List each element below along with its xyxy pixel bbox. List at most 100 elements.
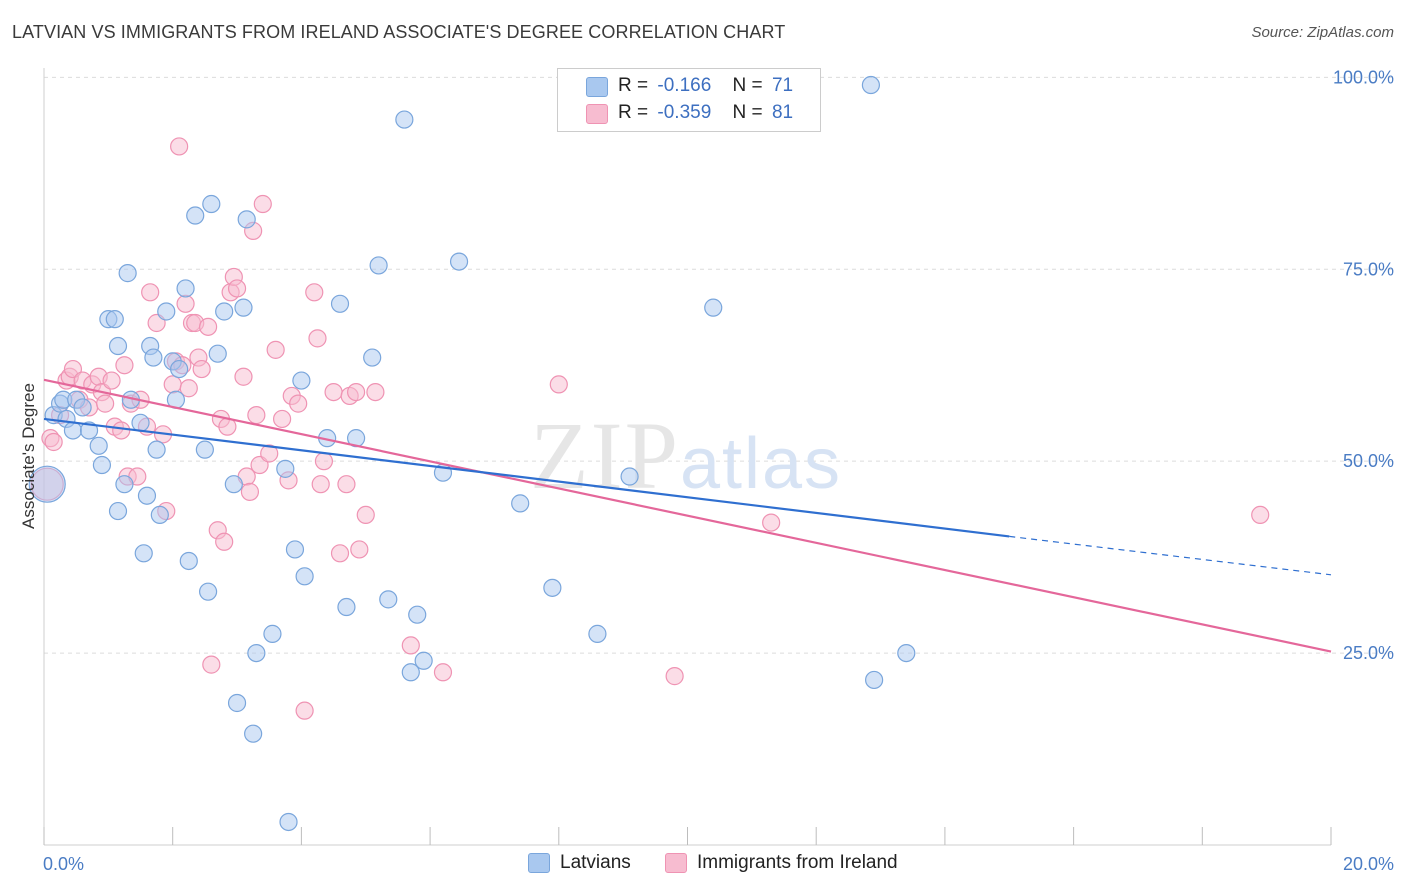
point-latvians xyxy=(115,475,134,494)
point-ireland xyxy=(141,283,160,302)
grid-lines xyxy=(44,76,1394,654)
point-latvians xyxy=(237,210,256,229)
point-latvians xyxy=(244,724,263,743)
point-ireland xyxy=(272,409,292,429)
trend-line-ireland xyxy=(43,378,1332,653)
point-ireland xyxy=(202,655,221,674)
legend-swatch-latvians xyxy=(528,853,550,873)
point-ireland xyxy=(665,667,684,686)
point-ireland xyxy=(170,137,189,156)
point-latvians xyxy=(379,590,398,609)
point-latvians xyxy=(108,501,128,521)
point-ireland xyxy=(102,371,121,390)
point-latvians xyxy=(449,252,469,271)
trend-line-latvians xyxy=(43,417,1010,538)
point-ireland xyxy=(314,452,334,471)
point-latvians xyxy=(150,505,169,525)
y-axis-label: Associate's Degree xyxy=(19,383,38,529)
x-tick-label-min: 0.0% xyxy=(43,854,84,874)
point-latvians xyxy=(134,544,153,563)
point-latvians xyxy=(588,624,607,643)
point-latvians xyxy=(186,206,205,225)
point-latvians xyxy=(118,264,137,283)
point-ireland xyxy=(260,444,279,463)
chart-title: LATVIAN VS IMMIGRANTS FROM IRELAND ASSOC… xyxy=(12,22,786,42)
point-ireland xyxy=(1251,505,1270,525)
point-ireland xyxy=(356,505,375,525)
point-latvians xyxy=(620,467,639,486)
y-tick-label: 25.0% xyxy=(1343,643,1394,663)
point-latvians xyxy=(295,567,314,586)
point-latvians xyxy=(108,336,128,356)
source-label: Source: ZipAtlas.com xyxy=(1251,24,1394,41)
point-latvians xyxy=(865,670,884,690)
point-latvians xyxy=(215,302,234,321)
axes xyxy=(43,68,1332,846)
point-latvians xyxy=(247,643,266,663)
point-ireland xyxy=(266,340,285,359)
point-ireland xyxy=(112,421,131,440)
point-ireland xyxy=(433,663,453,682)
legend-r-label: R = xyxy=(618,102,649,123)
point-ireland xyxy=(44,432,63,452)
point-latvians xyxy=(131,413,150,432)
point-latvians xyxy=(92,455,112,475)
legend-swatch-ireland xyxy=(665,853,687,873)
point-ireland xyxy=(366,382,385,402)
point-latvians xyxy=(144,348,163,367)
point-latvians xyxy=(704,298,723,317)
point-latvians xyxy=(363,348,382,367)
point-ireland xyxy=(330,544,350,563)
point-ireland xyxy=(253,194,272,214)
point-latvians xyxy=(861,75,880,95)
point-ireland xyxy=(176,294,195,313)
point-latvians xyxy=(897,643,916,663)
point-latvians xyxy=(208,344,227,363)
y-tick-labels: 25.0% 50.0% 75.0% 100.0% xyxy=(1333,67,1394,663)
point-latvians xyxy=(157,302,176,321)
x-tick-label-max: 20.0% xyxy=(1343,854,1394,874)
point-ireland xyxy=(324,382,343,402)
y-tick-label: 75.0% xyxy=(1343,259,1394,279)
point-latvians xyxy=(137,486,157,505)
point-ireland xyxy=(215,532,234,551)
point-latvians xyxy=(285,540,305,559)
point-latvians xyxy=(408,605,427,624)
point-latvians xyxy=(263,624,282,643)
legend-n-value: 71 xyxy=(771,75,794,96)
point-ireland xyxy=(350,540,369,559)
point-latvians xyxy=(276,459,295,478)
legend-n-label: N = xyxy=(732,102,763,123)
point-latvians xyxy=(401,663,420,682)
point-ireland xyxy=(762,513,781,532)
point-ireland xyxy=(179,379,198,398)
point-ireland xyxy=(163,375,182,394)
point-latvians xyxy=(202,194,221,214)
point-latvians xyxy=(543,578,562,597)
point-latvians xyxy=(79,421,99,440)
point-ireland xyxy=(311,475,330,494)
legend-n-value: 81 xyxy=(771,102,794,123)
point-latvians xyxy=(73,398,92,417)
point-ireland xyxy=(308,329,327,348)
point-ireland xyxy=(346,382,366,402)
legend-n-label: N = xyxy=(732,75,763,96)
point-latvians xyxy=(279,812,298,832)
stats-legend: R = -0.166 N = 71 R = -0.359 N = 81 xyxy=(557,68,821,132)
legend-label-ireland: Immigrants from Ireland xyxy=(697,852,898,873)
series-latvians xyxy=(28,75,916,832)
point-latvians xyxy=(89,436,108,455)
point-latvians xyxy=(28,465,66,503)
trend-line-latvians-extension xyxy=(1009,535,1332,576)
point-ireland xyxy=(337,475,356,494)
point-ireland xyxy=(247,406,266,425)
point-latvians xyxy=(292,371,311,390)
trend-lines xyxy=(43,378,1332,653)
point-latvians xyxy=(198,582,218,601)
legend-r-value: -0.166 xyxy=(657,75,712,96)
legend-label-latvians: Latvians xyxy=(560,852,631,873)
watermark: ZIPatlas xyxy=(530,402,842,509)
point-latvians xyxy=(63,421,83,440)
point-latvians xyxy=(337,597,356,617)
